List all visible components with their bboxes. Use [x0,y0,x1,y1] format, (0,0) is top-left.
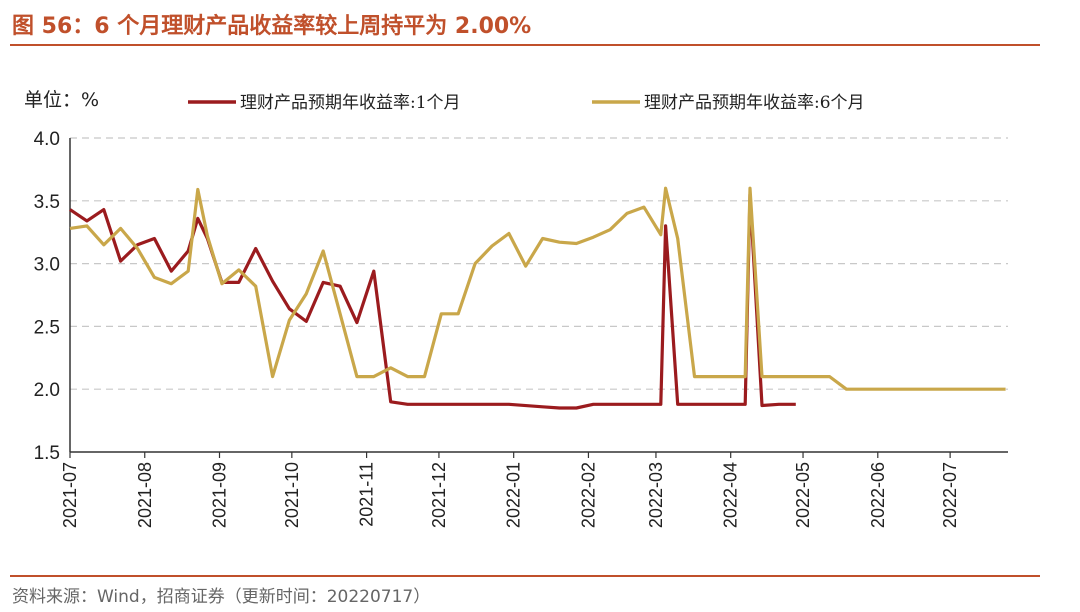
x-tick-label: 2022-02 [578,462,598,528]
x-tick-label: 2022-07 [940,462,960,528]
x-tick-label: 2022-03 [646,462,666,528]
series-line-1m [69,192,796,410]
x-tick-label: 2021-11 [357,462,377,527]
y-axis-ticks: 1.5 2.0 2.5 3.0 3.5 4.0 [34,129,60,464]
grid-lines [70,137,1008,390]
line-chart: 单位：% 理财产品预期年收益率:1个月 理财产品预期年收益率:6个月 1.5 2.0… [24,89,1008,528]
x-tick-label: 2021-12 [429,462,449,528]
x-tick-label: 2022-01 [504,462,524,528]
x-tick-label: 2022-05 [793,462,813,528]
source-note: 资料来源：Wind，招商证券（更新时间：20220717） [12,587,431,607]
y-tick-label: 4.0 [34,129,60,150]
x-tick-label: 2021-07 [60,462,80,528]
legend-label: 理财产品预期年收益率:1个月 [240,93,461,113]
x-tick-label: 2022-04 [721,462,741,528]
y-tick-label: 2.0 [34,380,60,401]
x-tick-label: 2021-10 [282,462,302,528]
axes [69,138,1008,453]
title-rule [10,44,1040,46]
source-rule [10,575,1040,577]
x-tick-label: 2021-09 [210,462,230,528]
y-tick-label: 2.5 [34,317,60,338]
legend: 理财产品预期年收益率:1个月 理财产品预期年收益率:6个月 [188,93,865,113]
legend-label: 理财产品预期年收益率:6个月 [644,93,865,113]
y-tick-label: 1.5 [34,443,60,464]
unit-label: 单位：% [24,89,99,111]
series-lines [69,186,1006,410]
series-line-6m [69,186,1006,391]
x-axis-ticks: 2021-07 2021-08 2021-09 2021-10 2021-11 2021-… [60,452,960,528]
figure-title: 图 56：6 个月理财产品收益率较上周持平为 2.00% [12,14,532,39]
y-tick-label: 3.5 [34,192,60,213]
x-tick-label: 2022-06 [868,462,888,528]
x-tick-label: 2021-08 [135,462,155,528]
y-tick-label: 3.0 [34,255,60,276]
